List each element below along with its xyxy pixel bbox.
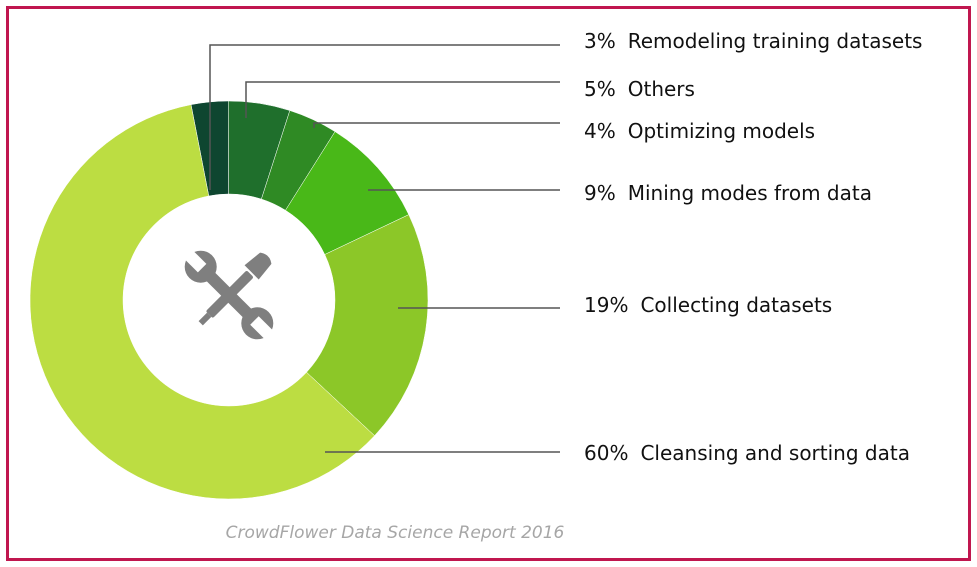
- slice-label: 9% Mining modes from data: [584, 181, 872, 205]
- slice-label: 3% Remodeling training datasets: [584, 29, 922, 53]
- slice-category: Mining modes from data: [628, 181, 872, 205]
- slice-label: 60% Cleansing and sorting data: [584, 441, 910, 465]
- slice-percent: 4%: [584, 119, 616, 143]
- slice-label: 4% Optimizing models: [584, 119, 815, 143]
- slice-percent: 60%: [584, 441, 628, 465]
- donut-slice: [29, 104, 375, 500]
- slice-category: Cleansing and sorting data: [640, 441, 910, 465]
- leader-line: [209, 44, 560, 190]
- donut-slice: [306, 214, 429, 437]
- slice-category: Collecting datasets: [640, 293, 832, 317]
- leader-lines: [209, 44, 560, 453]
- slice-label: 5% Others: [584, 77, 695, 101]
- slice-percent: 19%: [584, 293, 628, 317]
- slice-label: 19% Collecting datasets: [584, 293, 832, 317]
- wrench-screwdriver-icon: [182, 248, 276, 342]
- slice-category: Optimizing models: [628, 119, 815, 143]
- slice-category: Remodeling training datasets: [628, 29, 923, 53]
- slice-percent: 3%: [584, 29, 616, 53]
- slice-percent: 5%: [584, 77, 616, 101]
- slice-labels: 3% Remodeling training datasets 5% Others 4%…: [584, 29, 922, 465]
- leader-line: [245, 81, 560, 118]
- slice-category: Others: [628, 77, 695, 101]
- donut-slices: [29, 100, 429, 500]
- leader-line: [313, 122, 560, 128]
- source-caption: CrowdFlower Data Science Report 2016: [226, 523, 565, 543]
- slice-percent: 9%: [584, 181, 616, 205]
